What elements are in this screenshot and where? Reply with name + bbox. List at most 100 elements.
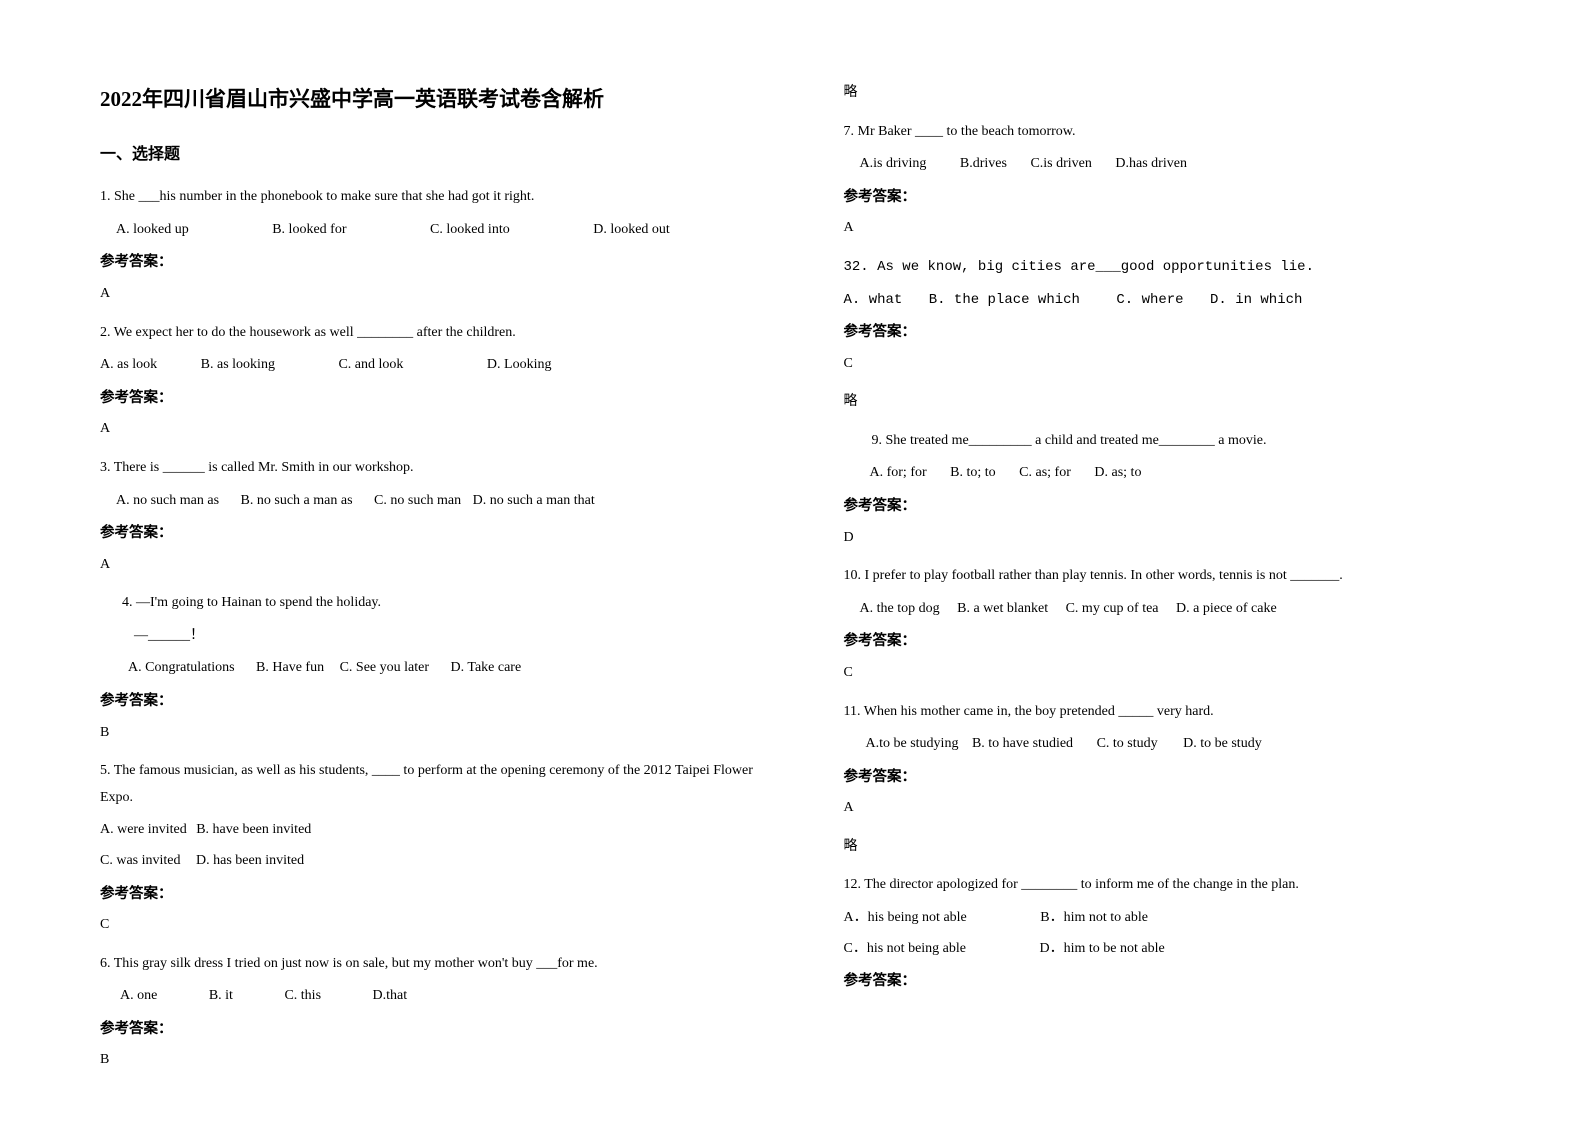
q8-answer-label: 参考答案：	[844, 319, 1528, 347]
q11-opt-a: A.to be studying	[866, 736, 959, 751]
q9-answer: D	[844, 525, 1528, 552]
q11-opt-c: C. to study	[1097, 736, 1158, 751]
q5-opt-c: C. was invited	[100, 853, 181, 868]
q6-stem: 6. This gray silk dress I tried on just …	[100, 951, 784, 978]
q5-stem: 5. The famous musician, as well as his s…	[100, 758, 784, 811]
q1-opt-b: B. looked for	[272, 222, 346, 237]
q6-omit: 略	[844, 80, 1528, 107]
q9-answer-label: 参考答案：	[844, 493, 1528, 521]
q12-stem: 12. The director apologized for ________…	[844, 872, 1528, 899]
q11-omit: 略	[844, 834, 1528, 861]
q2-opt-b: B. as looking	[201, 357, 275, 372]
q3-opt-a: A. no such man as	[116, 493, 219, 508]
q2-opt-a: A. as look	[100, 357, 157, 372]
q11-options: A.to be studying B. to have studied C. t…	[866, 731, 1528, 758]
q10-stem: 10. I prefer to play football rather tha…	[844, 563, 1528, 590]
q3-options: A. no such man as B. no such a man as C.…	[116, 488, 784, 515]
q1-stem: 1. She ___his number in the phonebook to…	[100, 184, 784, 211]
q8-opt-b: B. the place which	[929, 292, 1080, 308]
q7-answer: A	[844, 215, 1528, 242]
q3-opt-d: D. no such a man that	[473, 493, 595, 508]
q5-options-row2: C. was invited D. has been invited	[100, 848, 784, 875]
q8-opt-d: D. in which	[1210, 292, 1302, 308]
q8-opt-c: C. where	[1116, 292, 1183, 308]
q10-opt-b: B. a wet blanket	[957, 601, 1048, 616]
q1-opt-c: C. looked into	[430, 222, 510, 237]
q4-opt-d: D. Take care	[451, 660, 522, 675]
q5-answer: C	[100, 912, 784, 939]
q2-stem: 2. We expect her to do the housework as …	[100, 320, 784, 347]
q6-opt-a: A. one	[120, 988, 157, 1003]
page-title: 2022年四川省眉山市兴盛中学高一英语联考试卷含解析	[100, 80, 784, 120]
q4-opt-a: A. Congratulations	[128, 660, 235, 675]
q11-stem: 11. When his mother came in, the boy pre…	[844, 699, 1528, 726]
q4-opt-c: C. See you later	[340, 660, 429, 675]
q4-stem1: 4. ―I'm going to Hainan to spend the hol…	[122, 590, 784, 617]
q9-opt-c: C. as; for	[1019, 465, 1071, 480]
q2-opt-c: C. and look	[338, 357, 403, 372]
q12-opt-d: D．him to be not able	[1040, 941, 1165, 956]
q7-opt-a: A.is driving	[860, 156, 927, 171]
q3-answer: A	[100, 552, 784, 579]
q11-opt-d: D. to be study	[1183, 736, 1262, 751]
q9-opt-d: D. as; to	[1094, 465, 1141, 480]
q3-opt-b: B. no such a man as	[241, 493, 353, 508]
q11-answer-label: 参考答案：	[844, 764, 1528, 792]
q6-options: A. one B. it C. this D.that	[120, 983, 784, 1010]
q6-opt-c: C. this	[284, 988, 321, 1003]
q5-options-row1: A. were invited B. have been invited	[100, 817, 784, 844]
q5-opt-a: A. were invited	[100, 822, 187, 837]
q9-opt-b: B. to; to	[950, 465, 996, 480]
q8-answer: C	[844, 351, 1528, 378]
q12-opt-b: B．him not to able	[1040, 910, 1148, 925]
q1-answer-label: 参考答案：	[100, 249, 784, 277]
q12-options-row1: A．his being not able B．him not to able	[844, 905, 1528, 932]
q11-opt-b: B. to have studied	[972, 736, 1073, 751]
section-heading: 一、选择题	[100, 140, 784, 170]
q12-opt-c: C．his not being able	[844, 941, 967, 956]
q2-opt-d: D. Looking	[487, 357, 552, 372]
q8-options: A. what B. the place which C. where D. i…	[844, 287, 1528, 314]
q9-options: A. for; for B. to; to C. as; for D. as; …	[870, 460, 1528, 487]
q12-opt-a: A．his being not able	[844, 910, 967, 925]
q4-stem2: ―______！	[134, 623, 784, 650]
q1-options: A. looked up B. looked for C. looked int…	[116, 217, 784, 244]
q7-opt-d: D.has driven	[1115, 156, 1187, 171]
q11-answer: A	[844, 795, 1528, 822]
q10-opt-a: A. the top dog	[860, 601, 940, 616]
q3-answer-label: 参考答案：	[100, 520, 784, 548]
q4-answer: B	[100, 720, 784, 747]
q6-answer-label: 参考答案：	[100, 1016, 784, 1044]
q10-opt-d: D. a piece of cake	[1176, 601, 1277, 616]
q7-opt-c: C.is driven	[1030, 156, 1091, 171]
exam-page: 2022年四川省眉山市兴盛中学高一英语联考试卷含解析 一、选择题 1. She …	[0, 0, 1587, 1122]
q9-opt-a: A. for; for	[870, 465, 927, 480]
q4-opt-b: B. Have fun	[256, 660, 324, 675]
q8-opt-a: A. what	[844, 292, 903, 308]
q6-opt-b: B. it	[209, 988, 233, 1003]
q10-answer-label: 参考答案：	[844, 628, 1528, 656]
q3-opt-c: C. no such man	[374, 493, 461, 508]
q4-options: A. Congratulations B. Have fun C. See yo…	[128, 655, 784, 682]
q7-answer-label: 参考答案：	[844, 184, 1528, 212]
q4-answer-label: 参考答案：	[100, 688, 784, 716]
q5-opt-b: B. have been invited	[196, 822, 311, 837]
q12-answer-label: 参考答案：	[844, 968, 1528, 996]
q7-options: A.is driving B.drives C.is driven D.has …	[860, 151, 1528, 178]
q10-answer: C	[844, 660, 1528, 687]
q2-answer: A	[100, 416, 784, 443]
q6-answer: B	[100, 1047, 784, 1074]
q5-opt-d: D. has been invited	[196, 853, 304, 868]
q1-answer: A	[100, 281, 784, 308]
q8-stem: 32. As we know, big cities are___good op…	[844, 254, 1528, 281]
q7-opt-b: B.drives	[960, 156, 1007, 171]
q2-answer-label: 参考答案：	[100, 385, 784, 413]
q9-stem: 9. She treated me_________ a child and t…	[872, 428, 1528, 455]
q3-stem: 3. There is ______ is called Mr. Smith i…	[100, 455, 784, 482]
q6-opt-d: D.that	[373, 988, 408, 1003]
q12-options-row2: C．his not being able D．him to be not abl…	[844, 936, 1528, 963]
q2-options: A. as look B. as looking C. and look D. …	[100, 352, 784, 379]
q1-opt-d: D. looked out	[593, 222, 670, 237]
q1-opt-a: A. looked up	[116, 222, 189, 237]
q5-answer-label: 参考答案：	[100, 881, 784, 909]
